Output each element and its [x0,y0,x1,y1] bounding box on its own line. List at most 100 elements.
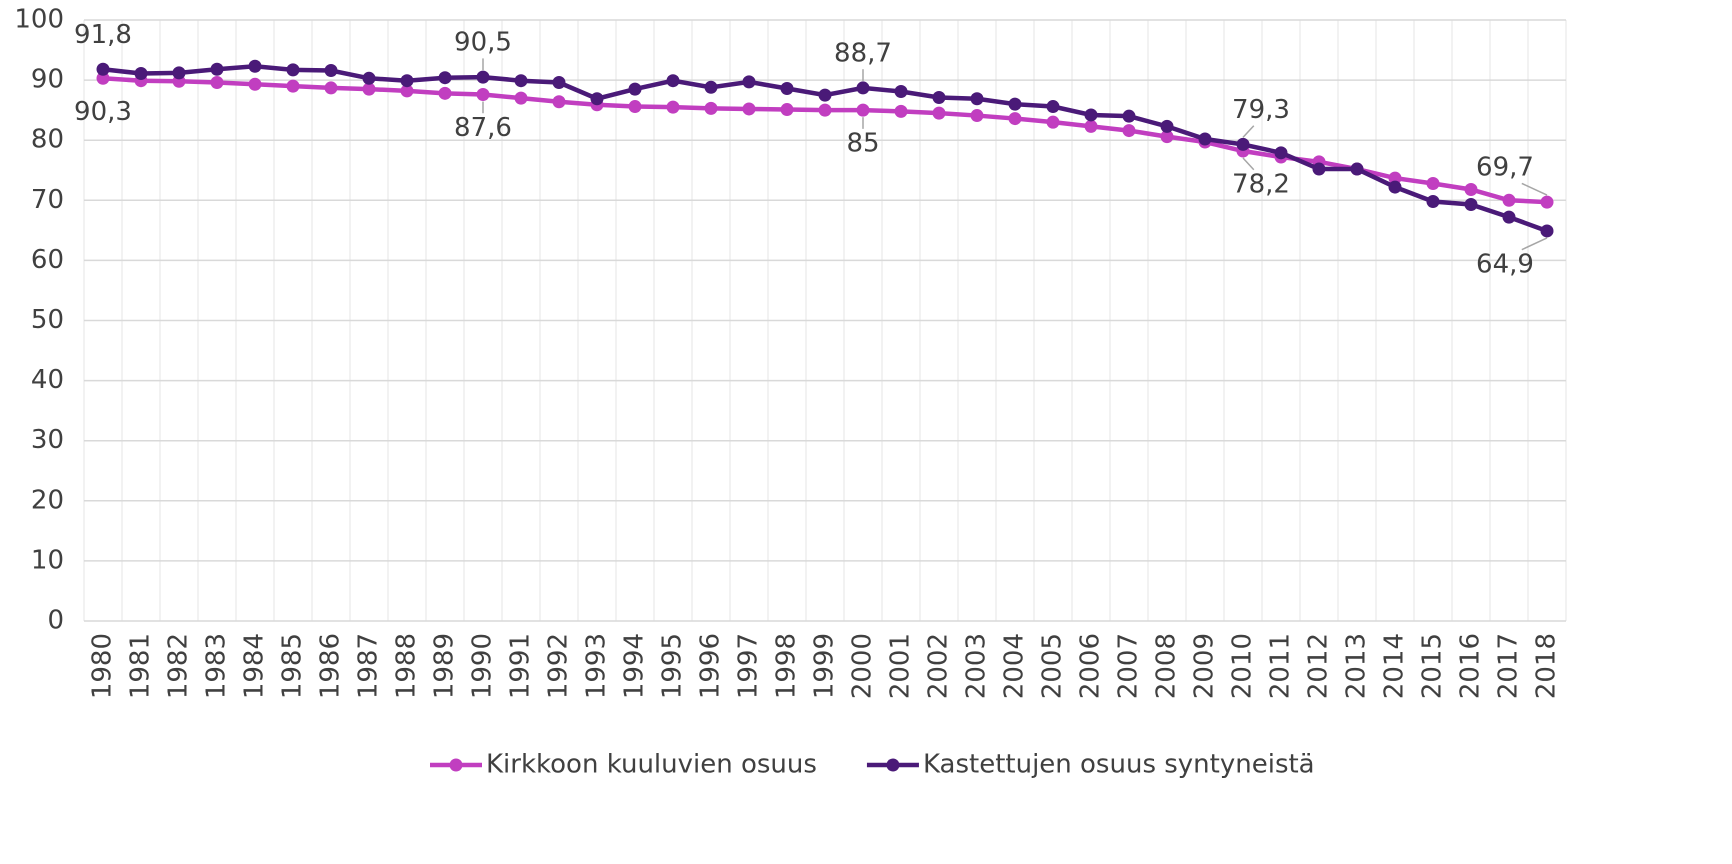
legend-label: Kirkkoon kuuluvien osuus [486,750,817,780]
point [894,85,908,99]
point [704,80,718,94]
y-tick-label: 70 [31,185,64,215]
x-tick-label: 1980 [88,633,118,699]
point [400,74,414,88]
point [476,70,490,84]
data-label: 85 [846,129,879,159]
x-tick-label: 2012 [1304,633,1334,699]
x-tick-label: 1985 [278,633,308,699]
legend-label: Kastettujen osuus syntyneistä [923,750,1315,780]
y-tick-label: 50 [31,305,64,335]
y-tick-label: 0 [47,606,64,636]
x-tick-label: 1997 [734,633,764,699]
x-tick-label: 1988 [392,633,422,699]
data-label: 90,3 [74,97,132,127]
x-tick-label: 1984 [240,633,270,699]
x-tick-label: 2011 [1266,633,1296,699]
x-tick-label: 1996 [696,633,726,699]
point [1350,162,1364,176]
x-tick-label: 1982 [164,633,194,699]
x-tick-label: 2014 [1380,633,1410,699]
point [1312,162,1326,176]
point [780,82,794,96]
point [1084,119,1098,133]
point [1464,198,1478,212]
point [1426,195,1440,209]
point [1122,124,1136,138]
x-tick-label: 1993 [582,633,612,699]
point [1274,146,1288,160]
point [970,109,984,123]
point [286,79,300,93]
point [362,71,376,85]
point [1502,193,1516,207]
x-tick-label: 2000 [848,633,878,699]
point [628,100,642,114]
y-tick-label: 20 [31,485,64,515]
y-tick-label: 80 [31,125,64,155]
point [1122,109,1136,123]
x-tick-label: 2001 [886,633,916,699]
x-tick-label: 2003 [962,633,992,699]
leader-line [1242,125,1255,138]
data-label: 69,7 [1476,153,1534,183]
x-tick-label: 2015 [1418,633,1448,699]
point [1046,100,1060,114]
x-tick-label: 1991 [506,633,536,699]
point [1084,108,1098,122]
y-tick-label: 30 [31,425,64,455]
point [742,102,756,116]
point [1426,176,1440,190]
x-tick-label: 2016 [1456,633,1486,699]
x-tick-label: 1992 [544,633,574,699]
y-tick-label: 90 [31,65,64,95]
x-tick-label: 2017 [1494,633,1524,699]
x-tick-label: 2009 [1190,633,1220,699]
point [932,91,946,105]
x-tick-label: 1981 [126,633,156,699]
x-tick-label: 1989 [430,633,460,699]
point [1046,115,1060,129]
point [438,86,452,100]
point [134,66,148,80]
point [856,81,870,95]
point [856,103,870,117]
x-tick-label: 2002 [924,633,954,699]
point [438,71,452,85]
point [96,71,110,85]
point [704,101,718,115]
y-tick-label: 100 [14,5,64,35]
point [210,76,224,90]
point [400,84,414,98]
x-tick-label: 2018 [1532,633,1562,699]
point [248,77,262,91]
point [894,104,908,118]
data-label: 91,8 [74,20,132,50]
data-label: 64,9 [1476,249,1534,279]
point [818,103,832,117]
data-label: 90,5 [454,28,512,58]
x-tick-label: 2004 [1000,633,1030,699]
point [666,100,680,114]
point [590,92,604,106]
data-label: 88,7 [834,38,892,68]
x-tick-label: 1998 [772,633,802,699]
x-tick-label: 1999 [810,633,840,699]
leader-line [1242,157,1255,171]
data-label: 78,2 [1232,170,1290,200]
point [1008,97,1022,111]
x-tick-label: 2005 [1038,633,1068,699]
x-tick-label: 1983 [202,633,232,699]
point [1540,224,1554,238]
point [970,92,984,106]
point [362,82,376,96]
point [172,66,186,80]
x-tick-label: 2013 [1342,633,1372,699]
point [780,103,794,117]
x-tick-label: 2006 [1076,633,1106,699]
point [1502,210,1516,224]
y-tick-label: 40 [31,365,64,395]
point [552,76,566,90]
point [210,62,224,76]
